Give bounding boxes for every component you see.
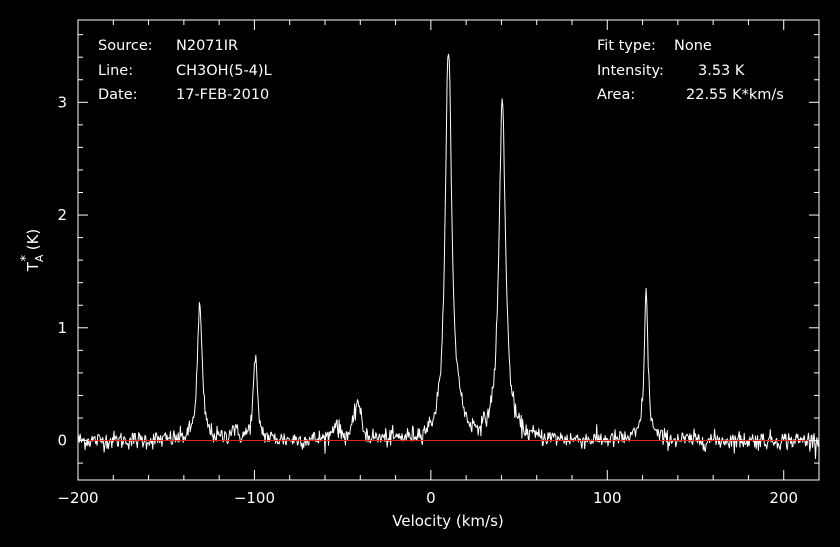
x-tick-label: −200: [57, 489, 98, 507]
y-tick-label: 2: [57, 206, 67, 224]
line-key: Line:: [98, 63, 133, 79]
y-axis-superscript: *: [19, 255, 34, 262]
line-value: CH3OH(5-4)L: [176, 63, 272, 79]
source-key: Source:: [98, 38, 153, 54]
y-axis-base: T: [24, 261, 42, 272]
y-axis-unit: (K): [24, 229, 42, 255]
spectrum-line: [77, 53, 820, 460]
x-tick-label: 200: [769, 489, 798, 507]
y-tick-label: 3: [57, 93, 67, 111]
date-key: Date:: [98, 87, 138, 103]
intensity-value: 3.53 K: [698, 63, 745, 79]
area-value: 22.55 K*km/s: [686, 87, 784, 103]
tick-labels: −200 −100 0 100 200 0 1 2 3: [57, 93, 798, 507]
info-right: Fit type: None Intensity: 3.53 K Area: 2…: [597, 38, 784, 103]
date-value: 17-FEB-2010: [176, 87, 269, 103]
intensity-key: Intensity:: [597, 63, 664, 79]
x-tick-label: 100: [593, 489, 622, 507]
y-tick-label: 1: [57, 319, 67, 337]
x-tick-label: 0: [426, 489, 436, 507]
x-axis-title: Velocity (km/s): [392, 512, 503, 530]
spectrum-layer: [77, 53, 820, 460]
x-tick-label: −100: [234, 489, 275, 507]
info-left: Source: N2071IR Line: CH3OH(5-4)L Date: …: [98, 38, 272, 103]
fit-type-value: None: [674, 38, 712, 54]
tick-marks: [77, 20, 820, 480]
area-key: Area:: [597, 87, 635, 103]
fit-type-key: Fit type:: [597, 38, 656, 54]
plot-frame: [77, 19, 820, 481]
source-value: N2071IR: [176, 38, 238, 54]
y-axis-subscript: A: [33, 254, 46, 262]
y-tick-label: 0: [57, 432, 67, 450]
y-axis-title: TA* (K): [19, 229, 46, 273]
